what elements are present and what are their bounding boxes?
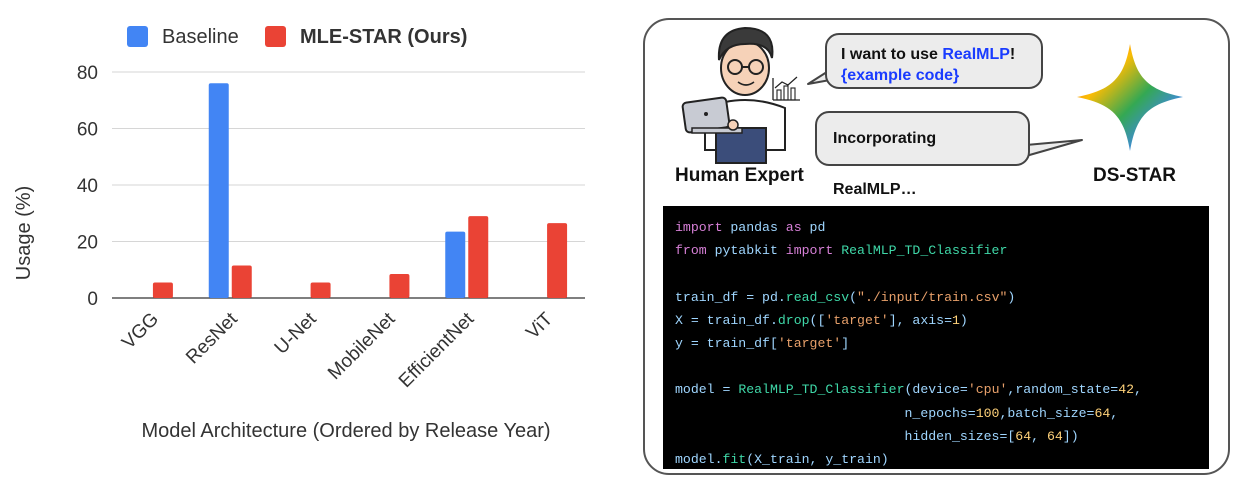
code-token: ([ <box>809 312 826 328</box>
code-token: ( <box>849 289 858 305</box>
human-bubble-suffix: ! <box>1009 46 1016 63</box>
code-token: read_csv <box>785 289 850 305</box>
code-token: 'target' <box>777 335 842 351</box>
code-token: from <box>675 243 707 259</box>
bar-mle-star-efficientnet <box>468 216 489 298</box>
code-token: (X_train, y_train) <box>746 451 889 467</box>
legend-label-baseline: Baseline <box>162 26 239 48</box>
code-token: , <box>1031 428 1047 444</box>
code-token: fit <box>722 451 747 467</box>
code-line: y = train_df['target'] <box>675 332 1197 355</box>
bar-mle-star-u-net <box>310 282 331 298</box>
human-bubble-prefix: I want to use <box>841 46 943 63</box>
code-line: train_df = pd.read_csv("./input/train.cs… <box>675 286 1197 309</box>
bar-baseline-efficientnet <box>445 231 466 298</box>
code-token: as <box>785 220 802 235</box>
code-line: model = RealMLP_TD_Classifier(device='cp… <box>675 378 1197 401</box>
bar-mle-star-mobilenet <box>389 273 410 298</box>
code-token: pd <box>801 220 826 235</box>
ds-star-caption: DS-STAR <box>1093 165 1177 186</box>
code-token: 'target' <box>825 312 889 328</box>
code-token: ]) <box>1062 428 1079 444</box>
code-token: ] <box>841 335 850 351</box>
code-token: y = train_df[ <box>675 335 778 351</box>
code-token: X = train_df. <box>675 312 778 328</box>
code-token: import <box>785 243 834 259</box>
human-expert-caption: Human Expert <box>675 165 804 186</box>
bar-baseline-resnet <box>208 83 229 298</box>
code-token: ,batch_size= <box>999 405 1095 421</box>
code-token: model. <box>675 451 723 467</box>
code-token: (device= <box>904 382 968 398</box>
code-token: 64 <box>1015 428 1032 444</box>
code-token: ) <box>1007 289 1016 305</box>
code-line <box>675 355 1197 378</box>
code-token: , <box>1110 405 1119 421</box>
human-speech-bubble: I want to use RealMLP! {example code} <box>825 33 1043 89</box>
legend-swatch-mle-star <box>265 26 286 47</box>
legend-label-mle-star: MLE-STAR (Ours) <box>300 26 467 48</box>
code-token: 1 <box>952 312 960 328</box>
code-token: RealMLP_TD_Classifier <box>738 382 905 398</box>
bar-mle-star-resnet <box>231 265 252 298</box>
code-line <box>675 262 1197 285</box>
chart-bars <box>152 83 568 298</box>
y-tick-label: 60 <box>77 120 98 141</box>
bar-mle-star-vgg <box>152 282 173 298</box>
y-tick-label: 80 <box>77 63 98 84</box>
human-bubble-realmlp: RealMLP <box>942 46 1010 63</box>
code-line: n_epochs=100,batch_size=64, <box>675 402 1197 425</box>
code-token: 64 <box>1046 428 1063 444</box>
code-line: hidden_sizes=[64, 64]) <box>675 425 1197 448</box>
y-tick-label: 0 <box>87 289 98 310</box>
human-bubble-example: {example code} <box>841 67 960 84</box>
bar-mle-star-vit <box>547 223 568 298</box>
code-token: ,random_state= <box>1007 382 1119 398</box>
code-token: train_df = pd. <box>675 289 786 305</box>
y-axis-ticks: 0 20 40 60 80 <box>77 63 98 310</box>
x-tick-label: VGG <box>118 309 163 354</box>
x-tick-label: U-Net <box>271 308 321 358</box>
x-tick-label: ViT <box>522 308 557 343</box>
code-token: 100 <box>975 405 1000 421</box>
code-token: hidden_sizes=[ <box>675 428 1016 444</box>
code-line: from pytabkit import RealMLP_TD_Classifi… <box>675 239 1197 262</box>
code-token: model = <box>675 382 739 398</box>
ds-bubble-text: Incorporating RealMLP… <box>833 130 937 198</box>
code-token: pandas <box>722 220 786 235</box>
x-tick-label: MobileNet <box>324 308 400 384</box>
code-token: RealMLP_TD_Classifier <box>833 243 1008 259</box>
code-block: import pandas as pd from pytabkit import … <box>663 206 1209 469</box>
code-token: ], axis= <box>888 312 952 328</box>
chart-legend: Baseline MLE-STAR (Ours) <box>127 26 467 48</box>
x-tick-label: EfficientNet <box>395 308 479 392</box>
code-token: 'cpu' <box>967 382 1008 398</box>
chart-gridlines <box>112 71 585 299</box>
ds-speech-bubble: Incorporating RealMLP… <box>815 111 1030 198</box>
code-token: 42 <box>1118 382 1135 398</box>
code-token: n_epochs= <box>675 405 976 421</box>
code-token: , <box>1134 382 1142 398</box>
code-token: pytabkit <box>706 243 786 259</box>
code-token: import <box>675 220 723 235</box>
x-tick-label: ResNet <box>182 308 242 368</box>
code-token: ) <box>959 312 968 328</box>
code-line: X = train_df.drop(['target'], axis=1) <box>675 309 1197 332</box>
code-line: import pandas as pd <box>675 216 1197 239</box>
usage-bar-chart: Baseline MLE-STAR (Ours) 0 20 40 60 80 VGG Re… <box>13 26 585 442</box>
y-tick-label: 20 <box>77 233 98 254</box>
code-token: drop <box>777 312 810 328</box>
legend-swatch-baseline <box>127 26 148 47</box>
x-axis-title: Model Architecture (Ordered by Release Y… <box>141 420 550 442</box>
y-tick-label: 40 <box>77 176 98 197</box>
code-token: "./input/train.csv" <box>857 289 1008 305</box>
y-axis-title: Usage (%) <box>13 186 35 280</box>
code-token: 64 <box>1094 405 1111 421</box>
code-line: model.fit(X_train, y_train) <box>675 448 1197 471</box>
